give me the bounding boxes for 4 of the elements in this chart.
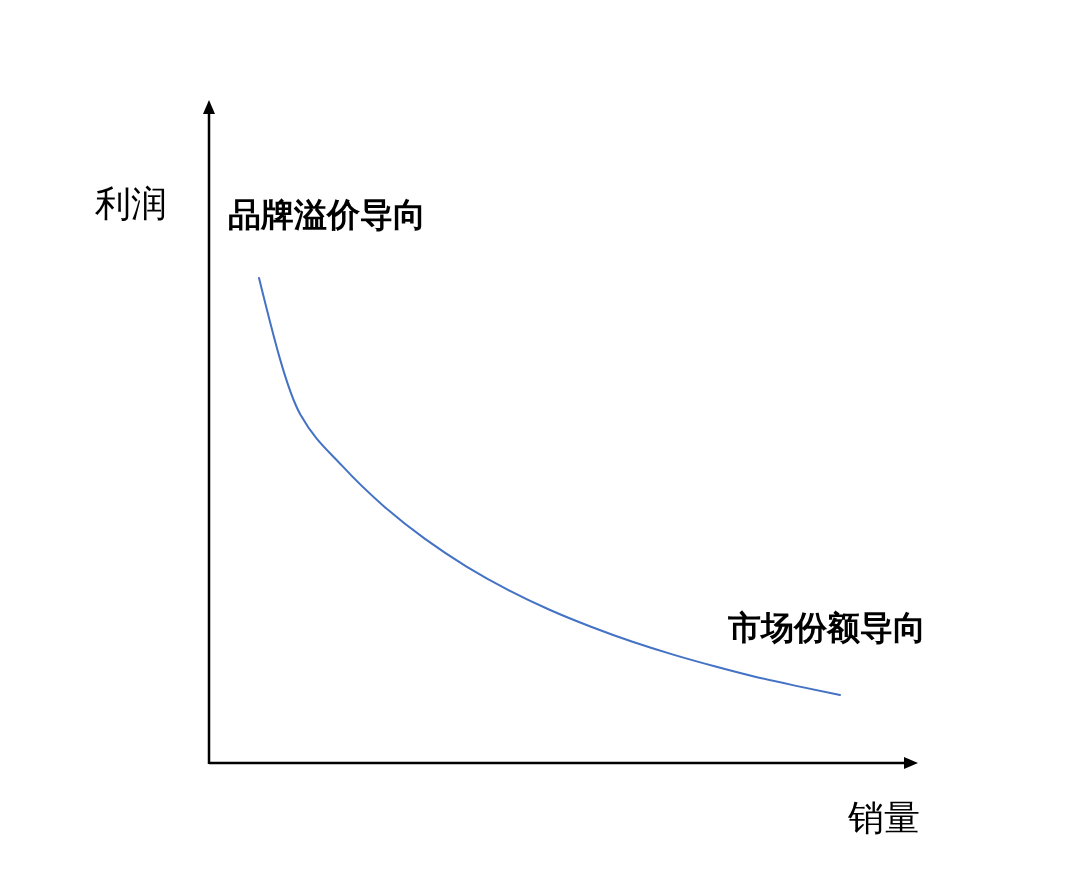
- y-axis-title: 利润: [95, 183, 167, 224]
- annotation: 品牌溢价导向: [228, 197, 426, 233]
- x-axis-title: 销量: [848, 797, 920, 838]
- annotation: 市场份额导向: [728, 610, 926, 647]
